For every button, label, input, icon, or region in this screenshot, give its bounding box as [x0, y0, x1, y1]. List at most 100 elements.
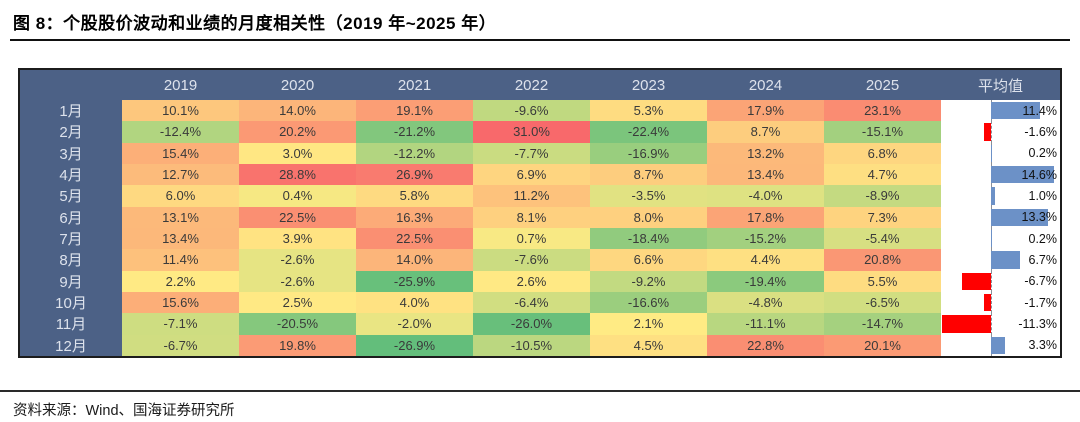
table-row: 3月 15.4% 3.0% -12.2% -7.7% -16.9% 13.2% 6.8% 0.2… — [20, 142, 1060, 164]
heatmap-cell-2023: 5.3% — [590, 100, 707, 122]
average-bar — [942, 315, 991, 333]
average-value: 0.2% — [1028, 146, 1058, 161]
average-cell: 0.2% — [941, 142, 1060, 164]
average-value: -6.7% — [1024, 274, 1057, 289]
month-label: 12月 — [20, 334, 122, 356]
heatmap-cell-2020: 2.5% — [239, 291, 356, 314]
heatmap-cell-2025: -5.4% — [824, 227, 941, 250]
average-cell: 0.2% — [941, 227, 1060, 250]
month-label: 2月 — [20, 121, 122, 143]
heatmap-cell-2025: 23.1% — [824, 100, 941, 122]
heatmap-cell-2022: -7.7% — [473, 142, 590, 164]
heatmap-cell-2019: 10.1% — [122, 100, 239, 122]
average-cell: -11.3% — [941, 313, 1060, 335]
average-axis-line — [991, 291, 992, 314]
heatmap-cell-2021: -26.9% — [356, 334, 473, 356]
month-label: 4月 — [20, 163, 122, 186]
heatmap-cell-2024: 13.2% — [707, 142, 824, 164]
average-bar — [991, 102, 1041, 120]
heatmap-cell-2023: -9.2% — [590, 270, 707, 292]
average-cell: 1.0% — [941, 185, 1060, 207]
heatmap-cell-2023: -18.4% — [590, 227, 707, 250]
month-label: 6月 — [20, 206, 122, 228]
heatmap-cell-2021: -12.2% — [356, 142, 473, 164]
table-row: 7月 13.4% 3.9% 22.5% 0.7% -18.4% -15.2% -5.4% 0.2… — [20, 227, 1060, 250]
heatmap-cell-2022: 6.9% — [473, 163, 590, 186]
heatmap-cell-2023: 4.5% — [590, 334, 707, 356]
average-cell: -1.6% — [941, 121, 1060, 143]
average-value: 3.3% — [1028, 338, 1058, 353]
average-bar — [991, 251, 1020, 269]
heatmap-table: 2019 2020 2021 2022 2023 2024 2025 平均值 1月 10.1% 14… — [18, 68, 1062, 358]
heatmap-cell-2025: 4.7% — [824, 163, 941, 186]
average-value: -1.6% — [1024, 124, 1057, 139]
heatmap-cell-2022: -26.0% — [473, 313, 590, 335]
average-value: 13.3% — [1021, 210, 1057, 225]
average-bar — [983, 293, 991, 312]
heatmap-cell-2023: -16.9% — [590, 142, 707, 164]
average-cell: 6.7% — [941, 249, 1060, 271]
month-label: 7月 — [20, 227, 122, 250]
heatmap-cell-2019: 15.6% — [122, 291, 239, 314]
source-divider — [0, 390, 1080, 392]
heatmap-cell-2021: 16.3% — [356, 206, 473, 228]
heatmap-cell-2022: 0.7% — [473, 227, 590, 250]
average-axis-line — [991, 270, 992, 292]
year-header-2022: 2022 — [514, 76, 549, 94]
heatmap-cell-2024: -4.8% — [707, 291, 824, 314]
heatmap-cell-2021: 14.0% — [356, 249, 473, 271]
heatmap-cell-2019: 6.0% — [122, 185, 239, 207]
heatmap-cell-2020: 14.0% — [239, 100, 356, 122]
average-bar — [991, 187, 996, 205]
heatmap-cell-2023: 6.6% — [590, 249, 707, 271]
average-header: 平均值 — [977, 77, 1023, 95]
heatmap-cell-2020: 19.8% — [239, 334, 356, 356]
heatmap-cell-2020: 0.4% — [239, 185, 356, 207]
average-bar — [984, 123, 991, 141]
heatmap-cell-2024: 4.4% — [707, 249, 824, 271]
heatmap-cell-2024: 13.4% — [707, 163, 824, 186]
heatmap-cell-2021: 19.1% — [356, 100, 473, 122]
average-cell: -6.7% — [941, 270, 1060, 292]
source-note: 资料来源：Wind、国海证券研究所 — [13, 403, 235, 419]
heatmap-cell-2020: 3.9% — [239, 227, 356, 250]
heatmap-cell-2023: 8.0% — [590, 206, 707, 228]
month-label: 8月 — [20, 249, 122, 271]
average-bar — [991, 208, 1049, 226]
heatmap-cell-2025: 20.8% — [824, 249, 941, 271]
average-value: -1.7% — [1024, 295, 1057, 310]
heatmap-cell-2021: -2.0% — [356, 313, 473, 335]
corner-cell — [20, 70, 122, 100]
table-row: 10月 15.6% 2.5% 4.0% -6.4% -16.6% -4.8% -6.5% -1.… — [20, 291, 1060, 314]
heatmap-cell-2024: -11.1% — [707, 313, 824, 335]
heatmap-cell-2022: 31.0% — [473, 121, 590, 143]
average-value: 6.7% — [1028, 252, 1058, 267]
average-value: 1.0% — [1028, 188, 1058, 203]
month-label: 5月 — [20, 185, 122, 207]
heatmap-cell-2019: 2.2% — [122, 270, 239, 292]
average-value: 14.6% — [1021, 167, 1057, 182]
average-bar — [991, 336, 1006, 354]
heatmap-cell-2019: -6.7% — [122, 334, 239, 356]
heatmap-cell-2025: -15.1% — [824, 121, 941, 143]
heatmap-cell-2022: 8.1% — [473, 206, 590, 228]
table-row: 9月 2.2% -2.6% -25.9% 2.6% -9.2% -19.4% 5.5% -6.7… — [20, 270, 1060, 292]
heatmap-cell-2022: -6.4% — [473, 291, 590, 314]
title-divider — [10, 39, 1070, 41]
heatmap-cell-2019: 15.4% — [122, 142, 239, 164]
heatmap-cell-2025: -14.7% — [824, 313, 941, 335]
month-label: 9月 — [20, 270, 122, 292]
heatmap-cell-2022: 11.2% — [473, 185, 590, 207]
heatmap-cell-2023: -3.5% — [590, 185, 707, 207]
heatmap-cell-2021: -21.2% — [356, 121, 473, 143]
table-row: 12月 -6.7% 19.8% -26.9% -10.5% 4.5% 22.8% 20.1% 3… — [20, 334, 1060, 356]
average-bar — [962, 272, 991, 290]
heatmap-cell-2024: 8.7% — [707, 121, 824, 143]
heatmap-cell-2019: 13.4% — [122, 227, 239, 250]
heatmap-cell-2025: 20.1% — [824, 334, 941, 356]
heatmap-cell-2021: 5.8% — [356, 185, 473, 207]
heatmap-cell-2024: -4.0% — [707, 185, 824, 207]
table-row: 1月 10.1% 14.0% 19.1% -9.6% 5.3% 17.9% 23.1% 11.4… — [20, 100, 1060, 122]
year-header-2020: 2020 — [280, 76, 315, 94]
